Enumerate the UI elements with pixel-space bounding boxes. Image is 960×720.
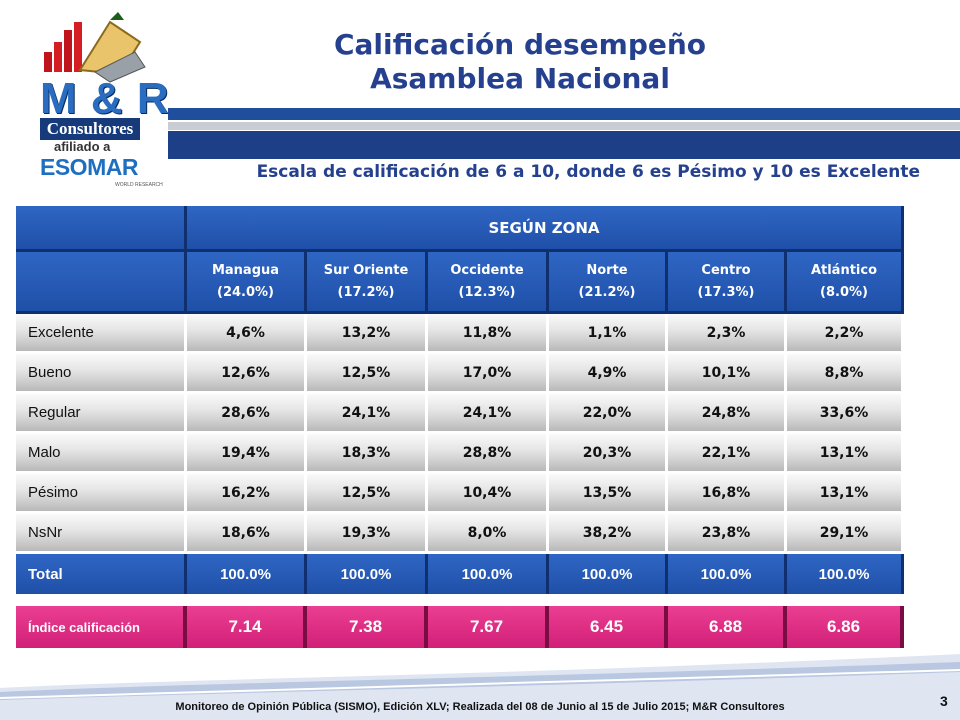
- table-cell: 22,0%: [549, 394, 668, 434]
- table-cell: 29,1%: [787, 514, 904, 554]
- table-cell: 24,1%: [307, 394, 428, 434]
- table-cell: 28,8%: [428, 434, 549, 474]
- header-stripe-gray: [168, 122, 960, 130]
- table-cell: 10,4%: [428, 474, 549, 514]
- table-cell: 1,1%: [549, 314, 668, 354]
- page-title: Calificación desempeño Asamblea Nacional: [300, 28, 740, 96]
- logo-afiliado: afiliado a: [54, 139, 111, 154]
- index-label: Índice calificación: [16, 606, 187, 648]
- index-value: 7.14: [187, 606, 307, 648]
- zone-share: (17.3%): [697, 284, 755, 300]
- footer-source: Monitoreo de Opinión Pública (SISMO), Ed…: [175, 701, 785, 713]
- table-cell: 8,0%: [428, 514, 549, 554]
- table-cell: 2,2%: [787, 314, 904, 354]
- table-cell: 10,1%: [668, 354, 787, 394]
- bottom-wave-decoration: [0, 654, 960, 720]
- zone-share: (21.2%): [578, 284, 636, 300]
- table-cell: 13,1%: [787, 434, 904, 474]
- zone-name: Norte: [586, 262, 628, 278]
- table-cell: 23,8%: [668, 514, 787, 554]
- logo-esomar: ESOMAR: [40, 154, 138, 180]
- zone-share: (12.3%): [458, 284, 516, 300]
- table-cell: 22,1%: [668, 434, 787, 474]
- total-cell: 100.0%: [549, 554, 668, 594]
- table-cell: 19,3%: [307, 514, 428, 554]
- logo-world-research: WORLD RESEARCH: [115, 182, 163, 188]
- zone-share: (24.0%): [217, 284, 274, 300]
- results-table: SEGÚN ZONA Managua (24.0%) Sur Oriente (17.2…: [16, 206, 904, 594]
- zone-name: Sur Oriente: [323, 262, 409, 278]
- title-line-1: Calificación desempeño: [333, 28, 707, 61]
- header-corner-cell-2: [16, 252, 187, 314]
- table-cell: 16,2%: [187, 474, 307, 514]
- zone-name: Occidente: [450, 262, 524, 278]
- zone-name: Centro: [701, 262, 751, 278]
- table-cell: 18,6%: [187, 514, 307, 554]
- table-cell: 20,3%: [549, 434, 668, 474]
- header-stripe: [168, 108, 960, 120]
- index-row: Índice calificación 7.14 7.38 7.67 6.45 6.88 6…: [16, 606, 904, 648]
- index-value: 7.67: [428, 606, 549, 648]
- header-corner-cell: [16, 206, 187, 252]
- row-label-regular: Regular: [16, 394, 187, 434]
- table-cell: 13,1%: [787, 474, 904, 514]
- table-cell: 24,1%: [428, 394, 549, 434]
- total-label: Total: [16, 554, 187, 594]
- index-value: 7.38: [307, 606, 428, 648]
- zone-name: Atlántico: [810, 262, 878, 278]
- table-cell: 13,2%: [307, 314, 428, 354]
- zone-header-3: Norte (21.2%): [549, 252, 668, 314]
- zone-header-1: Sur Oriente (17.2%): [307, 252, 428, 314]
- zone-header-4: Centro (17.3%): [668, 252, 787, 314]
- table-cell: 33,6%: [787, 394, 904, 434]
- total-cell: 100.0%: [668, 554, 787, 594]
- table-cell: 19,4%: [187, 434, 307, 474]
- zone-share: (17.2%): [337, 284, 395, 300]
- zone-header-0: Managua (24.0%): [187, 252, 307, 314]
- table-cell: 24,8%: [668, 394, 787, 434]
- total-cell: 100.0%: [428, 554, 549, 594]
- table-cell: 38,2%: [549, 514, 668, 554]
- zone-share: (8.0%): [820, 284, 868, 300]
- group-header-zona: SEGÚN ZONA: [187, 206, 904, 252]
- table-cell: 18,3%: [307, 434, 428, 474]
- total-cell: 100.0%: [187, 554, 307, 594]
- table-cell: 13,5%: [549, 474, 668, 514]
- logo-graphic-icon: [44, 12, 146, 83]
- row-label-excelente: Excelente: [16, 314, 187, 354]
- table-cell: 2,3%: [668, 314, 787, 354]
- total-cell: 100.0%: [307, 554, 428, 594]
- table-cell: 12,5%: [307, 354, 428, 394]
- logo-brand: M & R: [40, 74, 170, 123]
- row-label-malo: Malo: [16, 434, 187, 474]
- table-cell: 4,6%: [187, 314, 307, 354]
- table-cell: 4,9%: [549, 354, 668, 394]
- logo-consultores: Consultores: [40, 118, 140, 140]
- table-cell: 11,8%: [428, 314, 549, 354]
- table-cell: 8,8%: [787, 354, 904, 394]
- index-value: 6.45: [549, 606, 668, 648]
- row-label-pésimo: Pésimo: [16, 474, 187, 514]
- table-cell: 12,6%: [187, 354, 307, 394]
- table-cell: 12,5%: [307, 474, 428, 514]
- page-number: 3: [940, 693, 948, 709]
- index-value: 6.88: [668, 606, 787, 648]
- page-subtitle: Escala de calificación de 6 a 10, donde …: [256, 162, 920, 182]
- zone-header-2: Occidente (12.3%): [428, 252, 549, 314]
- table-cell: 16,8%: [668, 474, 787, 514]
- row-label-nsnr: NsNr: [16, 514, 187, 554]
- zone-name: Managua: [211, 262, 280, 278]
- title-line-2: Asamblea Nacional: [370, 62, 670, 95]
- row-label-bueno: Bueno: [16, 354, 187, 394]
- total-cell: 100.0%: [787, 554, 904, 594]
- header-band: [168, 131, 960, 159]
- table-cell: 17,0%: [428, 354, 549, 394]
- table-cell: 28,6%: [187, 394, 307, 434]
- index-value: 6.86: [787, 606, 904, 648]
- zone-header-5: Atlántico (8.0%): [787, 252, 904, 314]
